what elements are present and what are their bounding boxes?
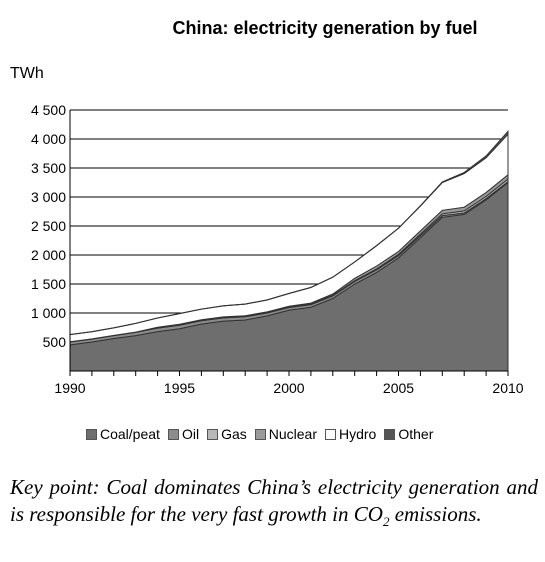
y-tick-label: 4 000	[31, 131, 66, 147]
caption-text-end: emissions.	[389, 502, 482, 526]
legend-label-nuclear: Nuclear	[268, 426, 317, 442]
legend-label-other: Other	[398, 426, 434, 442]
chart-plot: 500 1 000 1 500 2 000 2 500 3 000 3 500 4 000 4 …	[31, 102, 524, 396]
x-tick-label: 1995	[164, 380, 195, 396]
legend-label-hydro: Hydro	[339, 426, 377, 442]
caption-subscript: 2	[382, 514, 390, 530]
legend-label-oil: Oil	[181, 426, 200, 442]
y-tick-label: 1 500	[31, 276, 66, 292]
y-tick-label: 3 500	[31, 160, 66, 176]
legend-item-nuclear: Nuclear	[254, 426, 317, 442]
caption: Key point: Coal dominates China’s electr…	[10, 474, 538, 535]
legend-swatch-coal	[86, 428, 97, 440]
legend-label-gas: Gas	[221, 426, 247, 442]
legend-item-other: Other	[384, 426, 433, 442]
x-tick-label: 2005	[383, 380, 414, 396]
x-tick-label: 2000	[273, 380, 304, 396]
y-tick-label: 1 000	[31, 305, 66, 321]
caption-text: Key point: Coal dominates China’s electr…	[10, 475, 538, 526]
legend-swatch-other	[384, 428, 396, 440]
x-tick-label: 1990	[54, 380, 85, 396]
y-tick-label: 2 000	[31, 247, 66, 263]
chart-legend: Coal/peat Oil Gas Nuclear Hydro Other	[86, 426, 433, 442]
area-other	[69, 129, 509, 336]
legend-item-gas: Gas	[207, 426, 247, 442]
chart-title: China: electricity generation by fuel	[172, 18, 478, 38]
legend-swatch-nuclear	[254, 428, 266, 440]
legend-item-coal: Coal/peat	[86, 426, 160, 442]
x-tick-label: 2010	[492, 380, 523, 396]
y-tick-label: 500	[43, 334, 67, 350]
legend-item-hydro: Hydro	[325, 426, 376, 442]
y-axis-unit-label: TWh	[10, 65, 44, 82]
legend-swatch-hydro	[325, 428, 336, 440]
legend-item-oil: Oil	[167, 426, 200, 442]
legend-swatch-oil	[167, 428, 179, 440]
legend-label-coal: Coal/peat	[100, 426, 160, 442]
legend-swatch-gas	[207, 428, 219, 440]
y-tick-label: 3 000	[31, 189, 66, 205]
y-tick-label: 4 500	[31, 102, 66, 118]
y-tick-label: 2 500	[31, 218, 66, 234]
